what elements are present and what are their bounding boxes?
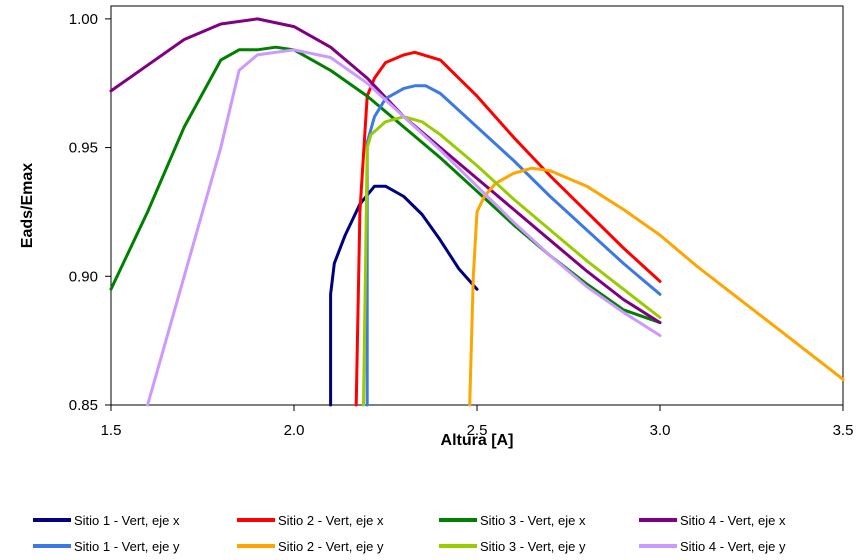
- legend-item-8: Sitio 4 - Vert, eje y: [639, 539, 786, 554]
- legend-item-1: Sitio 1 - Vert, eje x: [33, 513, 180, 528]
- legend-item-6: Sitio 2 - Vert, eje y: [237, 539, 384, 554]
- legend-item-3: Sitio 3 - Vert, eje x: [439, 513, 586, 528]
- y-tick-label: 1.00: [69, 11, 98, 28]
- legend: Sitio 1 - Vert, eje x Sitio 2 - Vert, eje…: [33, 513, 786, 554]
- y-tick-label: 0.90: [69, 268, 98, 285]
- y-axis: 0.85 0.90 0.95 1.00: [69, 11, 111, 414]
- legend-label: Sitio 1 - Vert, eje x: [74, 513, 180, 528]
- x-tick-label: 3.0: [650, 422, 671, 439]
- legend-item-4: Sitio 4 - Vert, eje x: [639, 513, 786, 528]
- legend-item-7: Sitio 3 - Vert, eje y: [439, 539, 586, 554]
- legend-label: Sitio 2 - Vert, eje x: [278, 513, 384, 528]
- y-axis-title: Eads/Emax: [19, 163, 36, 248]
- x-tick-label: 3.5: [833, 422, 854, 439]
- legend-item-5: Sitio 1 - Vert, eje y: [33, 539, 180, 554]
- plot-area: [111, 6, 843, 405]
- legend-label: Sitio 3 - Vert, eje x: [480, 513, 586, 528]
- legend-label: Sitio 4 - Vert, eje x: [680, 513, 786, 528]
- y-tick-label: 0.85: [69, 397, 98, 414]
- legend-label: Sitio 3 - Vert, eje y: [480, 539, 586, 554]
- legend-label: Sitio 4 - Vert, eje y: [680, 539, 786, 554]
- legend-label: Sitio 1 - Vert, eje y: [74, 539, 180, 554]
- legend-label: Sitio 2 - Vert, eje y: [278, 539, 384, 554]
- x-axis-title: Altura [A]: [441, 432, 514, 449]
- x-tick-label: 1.5: [101, 422, 122, 439]
- legend-item-2: Sitio 2 - Vert, eje x: [237, 513, 384, 528]
- plot-frame: [111, 6, 843, 405]
- y-tick-label: 0.95: [69, 140, 98, 157]
- x-tick-label: 2.0: [284, 422, 305, 439]
